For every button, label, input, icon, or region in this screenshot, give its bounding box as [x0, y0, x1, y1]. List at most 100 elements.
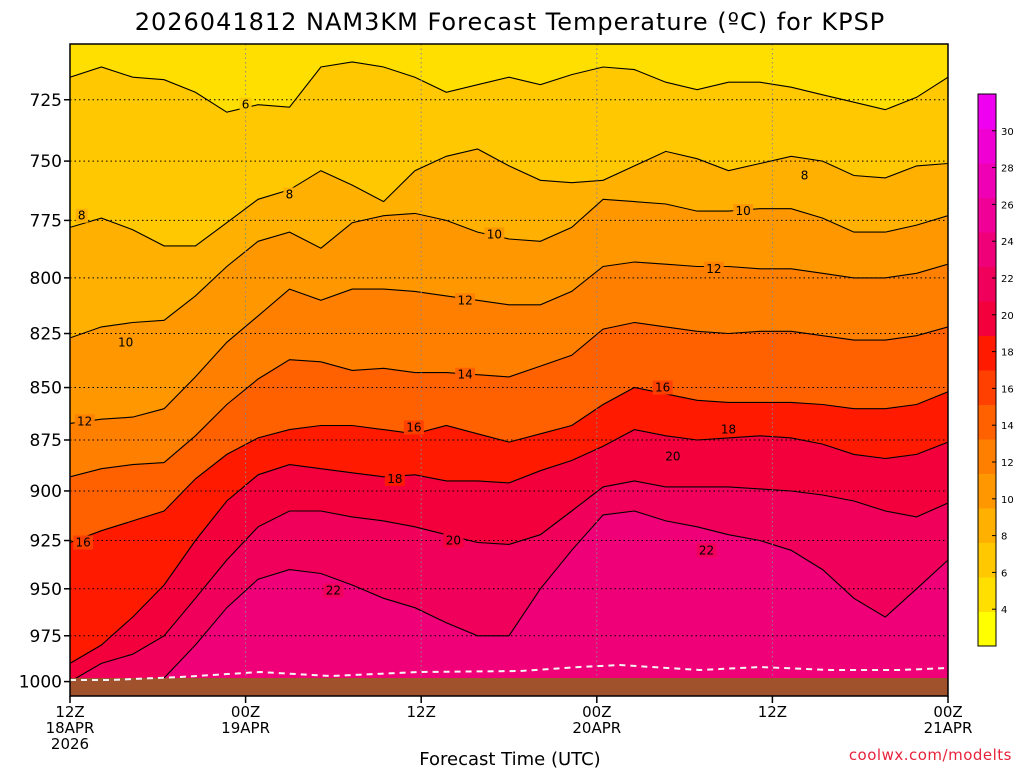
x-tick-label: 2026	[51, 735, 89, 753]
contour-label: 10	[487, 227, 502, 241]
contour-label-bg	[75, 208, 88, 223]
contour-label: 16	[76, 535, 91, 549]
colorbar-label: 18	[1001, 348, 1014, 359]
colorbar-label: 10	[1001, 495, 1014, 506]
colorbar-swatch	[978, 301, 996, 336]
credit-text: coolwx.com/modelts	[849, 746, 1012, 764]
x-tick-label: 12Z	[407, 703, 436, 721]
y-tick-label: 775	[30, 211, 62, 231]
colorbar-label: 16	[1001, 384, 1014, 395]
y-tick-label: 1000	[19, 673, 62, 693]
contour-label-bg	[403, 420, 424, 435]
colorbar-swatch	[978, 404, 996, 440]
x-tick-label: 19APR	[221, 719, 270, 737]
colorbar-label: 12	[1001, 458, 1014, 469]
contour-label: 20	[446, 534, 461, 548]
colorbar-swatch	[978, 508, 996, 543]
x-tick-label: 00Z	[231, 703, 260, 721]
colorbar-frame	[977, 93, 997, 647]
contour-label-bg	[484, 227, 505, 242]
x-tick-label: 00Z	[582, 703, 611, 721]
contour-label: 8	[801, 169, 809, 183]
plot-area	[70, 44, 948, 696]
contour-label-bg	[662, 449, 683, 464]
contour-label: 8	[78, 209, 86, 223]
x-tick-label: 12Z	[758, 703, 787, 721]
colorbar-label: 20	[1001, 311, 1014, 322]
colorbar-swatch	[978, 128, 996, 164]
colorbar-swatch	[978, 335, 996, 371]
contour-label: 12	[457, 293, 472, 307]
contour-label: 18	[721, 423, 736, 437]
contour-label-bg	[798, 168, 811, 183]
contour-label-bg	[323, 583, 344, 598]
contour-label: 22	[699, 543, 714, 557]
y-tick-label: 800	[30, 269, 62, 289]
y-tick-label: 825	[30, 325, 62, 345]
contour-label-bg	[703, 261, 724, 276]
band-22	[70, 511, 948, 696]
colorbar-swatch	[978, 266, 996, 302]
y-tick-label: 975	[30, 627, 62, 647]
x-tick-label: 20APR	[572, 719, 621, 737]
contour-label: 12	[77, 414, 92, 428]
colorbar-label: 6	[1001, 568, 1007, 579]
colorbar-swatch	[978, 439, 996, 474]
x-axis-title: Forecast Time (UTC)	[419, 749, 600, 768]
colorbar-label: 24	[1001, 237, 1014, 248]
contour-label: 16	[655, 381, 670, 395]
colorbar-label: 8	[1001, 532, 1007, 543]
contour-22	[70, 510, 948, 688]
colorbar: 4 6 8 10 12 14 16 18 20 22 24 26 28 30	[977, 93, 1014, 647]
contour-12	[70, 261, 948, 424]
plot-frame	[69, 43, 949, 697]
contour-6	[70, 61, 948, 113]
contour-label-bg	[696, 543, 717, 558]
colorbar-label: 4	[1001, 605, 1007, 616]
contour-label-bg	[718, 422, 739, 437]
contour-label: 6	[242, 98, 250, 112]
contour-label-bg	[652, 380, 673, 395]
colorbar-label: 26	[1001, 200, 1014, 211]
contour-label-bg	[283, 187, 296, 202]
y-tick-label: 875	[30, 431, 62, 451]
chart-title: 2026041812 NAM3KM Forecast Temperature (…	[135, 8, 886, 36]
y-axis: 725 750 775 800 825 850 875 900 925 950 975 1000	[19, 91, 70, 693]
contour-label-bg	[73, 535, 94, 550]
surface-line	[70, 663, 949, 681]
contour-label: 22	[326, 584, 341, 598]
contour-label: 16	[406, 421, 421, 435]
contour-8	[70, 148, 948, 247]
contour-label: 20	[665, 449, 680, 463]
x-tick-label: 18APR	[46, 719, 95, 737]
colorbar-swatch	[978, 611, 996, 647]
contour-10	[70, 198, 948, 339]
colorbar-swatch	[978, 232, 996, 267]
contour-14	[70, 321, 948, 478]
colorbar-label: 14	[1001, 421, 1014, 432]
contour-label-bg	[239, 97, 252, 112]
contour-label: 18	[387, 472, 402, 486]
y-tick-label: 725	[30, 91, 62, 111]
colorbar-swatch	[978, 370, 996, 405]
ground-fill	[70, 678, 948, 696]
contour-20	[70, 480, 948, 683]
contour-label-bg	[115, 335, 136, 350]
x-tick-label: 12Z	[55, 703, 84, 721]
colorbar-swatch	[978, 94, 996, 129]
contour-label-bg	[74, 414, 95, 429]
colorbar-label: 30	[1001, 127, 1014, 138]
y-tick-label: 900	[30, 482, 62, 502]
y-tick-label: 925	[30, 532, 62, 552]
contour-label-bg	[455, 367, 476, 382]
colorbar-swatch	[978, 473, 996, 509]
colorbar-label: 28	[1001, 164, 1014, 175]
contour-16	[70, 386, 948, 544]
contour-labels: 6 8 8 8 10 10 10 12 12 12 14 16 16 16 18 18 20 20 22 22	[73, 97, 811, 598]
x-tick-label: 21APR	[924, 719, 973, 737]
y-tick-label: 750	[30, 152, 62, 172]
contour-label: 10	[118, 335, 133, 349]
y-tick-label: 950	[30, 580, 62, 600]
contour-label: 14	[457, 368, 472, 382]
